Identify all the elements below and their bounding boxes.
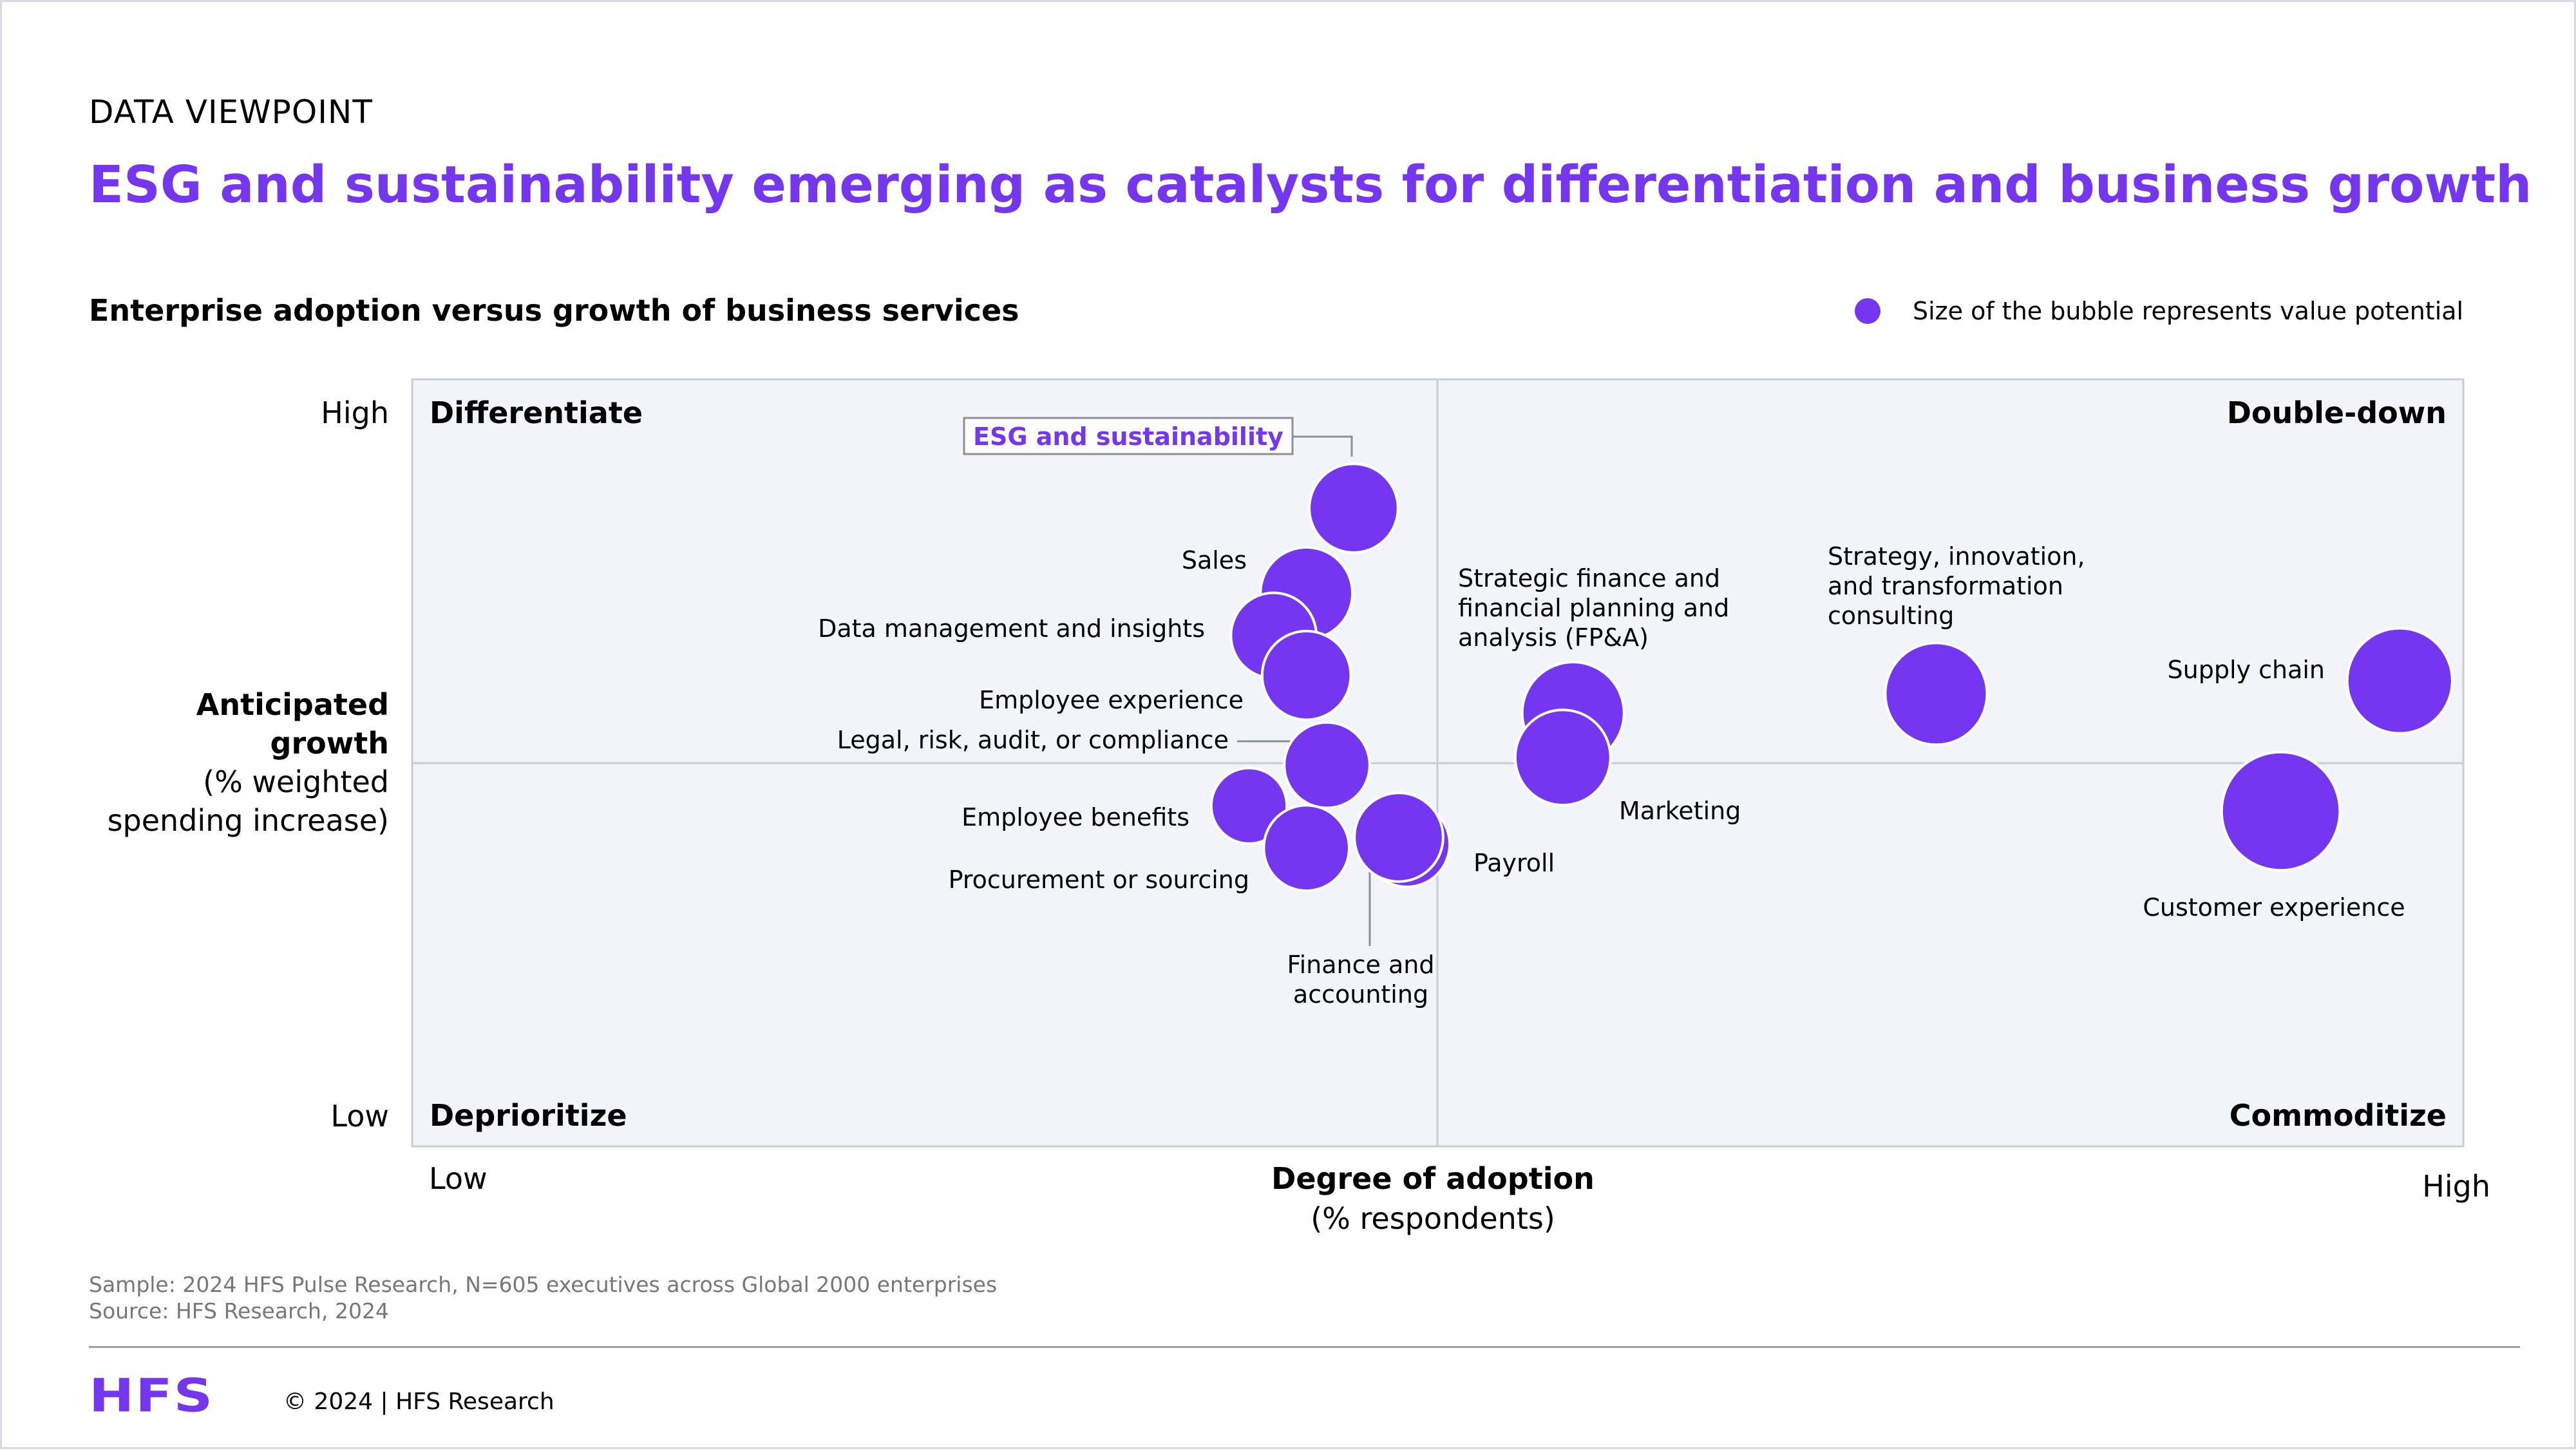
- bubble-finance-and-accounting: [1353, 792, 1444, 883]
- legend-bubble-icon: [1855, 298, 1880, 324]
- bubble-label-line: Legal, risk, audit, or compliance: [837, 726, 1229, 754]
- bubble-label-legal-risk-audit-or-compliance: Legal, risk, audit, or compliance: [837, 726, 1229, 754]
- bubble-label-line: ESG and sustainability: [973, 422, 1283, 451]
- bubble-label-line: Strategy, innovation,: [1828, 542, 2085, 571]
- bubble-label-customer-experience: Customer experience: [2143, 893, 2405, 922]
- bubble-label-line: Strategic finance and: [1458, 564, 1720, 593]
- bubble-label-supply-chain: Supply chain: [2168, 656, 2325, 684]
- bubble-label-line: Payroll: [1473, 849, 1555, 877]
- bubble-label-esg-and-sustainability: ESG and sustainability: [973, 422, 1283, 451]
- bubble-marketing: [1513, 708, 1612, 807]
- x-axis-low-label: Low: [429, 1161, 488, 1196]
- bubble-label-employee-experience: Employee experience: [979, 686, 1244, 714]
- chart-title: Enterprise adoption versus growth of bus…: [89, 293, 1019, 328]
- quadrant-label-differentiate: Differentiate: [430, 395, 643, 430]
- hfs-logo: HFS: [89, 1369, 214, 1423]
- bubble-label-payroll: Payroll: [1473, 849, 1555, 877]
- bubble-label-marketing: Marketing: [1619, 797, 1741, 825]
- y-axis-title-line1: Anticipated: [196, 687, 389, 722]
- bubble-supply-chain: [2345, 627, 2454, 735]
- bubble-label-employee-benefits: Employee benefits: [961, 803, 1189, 831]
- eyebrow-label: DATA VIEWPOINT: [89, 93, 373, 131]
- x-axis-subtitle: (% respondents): [1311, 1201, 1555, 1236]
- bubble-procurement-or-sourcing: [1262, 804, 1350, 893]
- bubble-label-sales: Sales: [1182, 546, 1247, 574]
- bubble-label-line: accounting: [1293, 980, 1428, 1009]
- bubble-label-line: Employee benefits: [961, 803, 1189, 831]
- bubble-strategy-innovation-and-transformation-consulting: [1884, 641, 1989, 746]
- label-box-esg-and-sustainability: [963, 417, 1294, 455]
- bubble-employee-benefits: [1209, 766, 1289, 845]
- y-axis-subtitle-line2: spending increase): [107, 803, 389, 838]
- footer-divider: [89, 1346, 2520, 1348]
- bubble-employee-experience: [1260, 629, 1352, 721]
- copyright: © 2024 | HFS Research: [283, 1389, 554, 1415]
- footnote-sample: Sample: 2024 HFS Pulse Research, N=605 e…: [89, 1272, 998, 1297]
- x-axis-title: Degree of adoption: [1271, 1161, 1595, 1196]
- bubble-label-line: Data management and insights: [818, 614, 1205, 643]
- quadrant-label-commoditize: Commoditize: [2230, 1098, 2447, 1133]
- bubble-label-line: and transformation: [1828, 572, 2063, 600]
- bubble-label-line: consulting: [1828, 602, 1954, 630]
- footnote-source: Source: HFS Research, 2024: [89, 1298, 389, 1323]
- bubble-label-finance-and-accounting: Finance and accounting: [1287, 951, 1435, 1009]
- y-axis-high-label: High: [321, 395, 389, 430]
- legend-text: Size of the bubble represents value pote…: [1913, 297, 2464, 325]
- bubble-labels: ESG and sustainability Sales Data manageme…: [818, 417, 2405, 1009]
- quadrant-label-deprioritize: Deprioritize: [430, 1098, 627, 1133]
- bubble-label-line: analysis (FP&A): [1458, 623, 1649, 652]
- y-axis-title: Anticipated growth (% weighted spending …: [108, 685, 389, 840]
- bubble-label-procurement-or-sourcing: Procurement or sourcing: [949, 866, 1249, 894]
- bubble-label-strategy-innovation-and-transformation-consulting: Strategy, innovation, and transformation c…: [1828, 542, 2085, 630]
- bubble-label-line: Procurement or sourcing: [949, 866, 1249, 894]
- bubble-label-line: Marketing: [1619, 797, 1741, 825]
- bubble-label-data-management-and-insights: Data management and insights: [818, 614, 1205, 643]
- bubble-label-line: Finance and: [1287, 951, 1435, 979]
- quadrant-label-double-down: Double-down: [2227, 395, 2447, 430]
- leader-line-esg-and-sustainability: [1287, 435, 1353, 457]
- y-axis-subtitle-line1: (% weighted: [203, 764, 389, 799]
- bubbles: [1209, 462, 2454, 893]
- bubble-legal-risk-audit-or-compliance: [1283, 721, 1371, 810]
- bubble-label-line: Supply chain: [2168, 656, 2325, 684]
- headline: ESG and sustainability emerging as catal…: [89, 155, 2532, 214]
- bubble-label-line: financial planning and: [1458, 594, 1729, 622]
- bubble-label-line: Customer experience: [2143, 893, 2405, 922]
- y-axis-title-line2: growth: [270, 726, 389, 761]
- bubble-label-strategic-finance-and-financial-planning-and-analysis-fp-a: Strategic finance and financial planning …: [1458, 564, 1729, 652]
- bubble-esg-and-sustainability: [1308, 462, 1399, 554]
- leader-lines: [1237, 435, 1371, 946]
- y-axis-low-label: Low: [330, 1099, 389, 1133]
- bubble-label-line: Employee experience: [979, 686, 1244, 714]
- x-axis-high-label: High: [2422, 1169, 2490, 1204]
- bubble-customer-experience: [2220, 750, 2342, 872]
- bubble-label-line: Sales: [1182, 546, 1247, 574]
